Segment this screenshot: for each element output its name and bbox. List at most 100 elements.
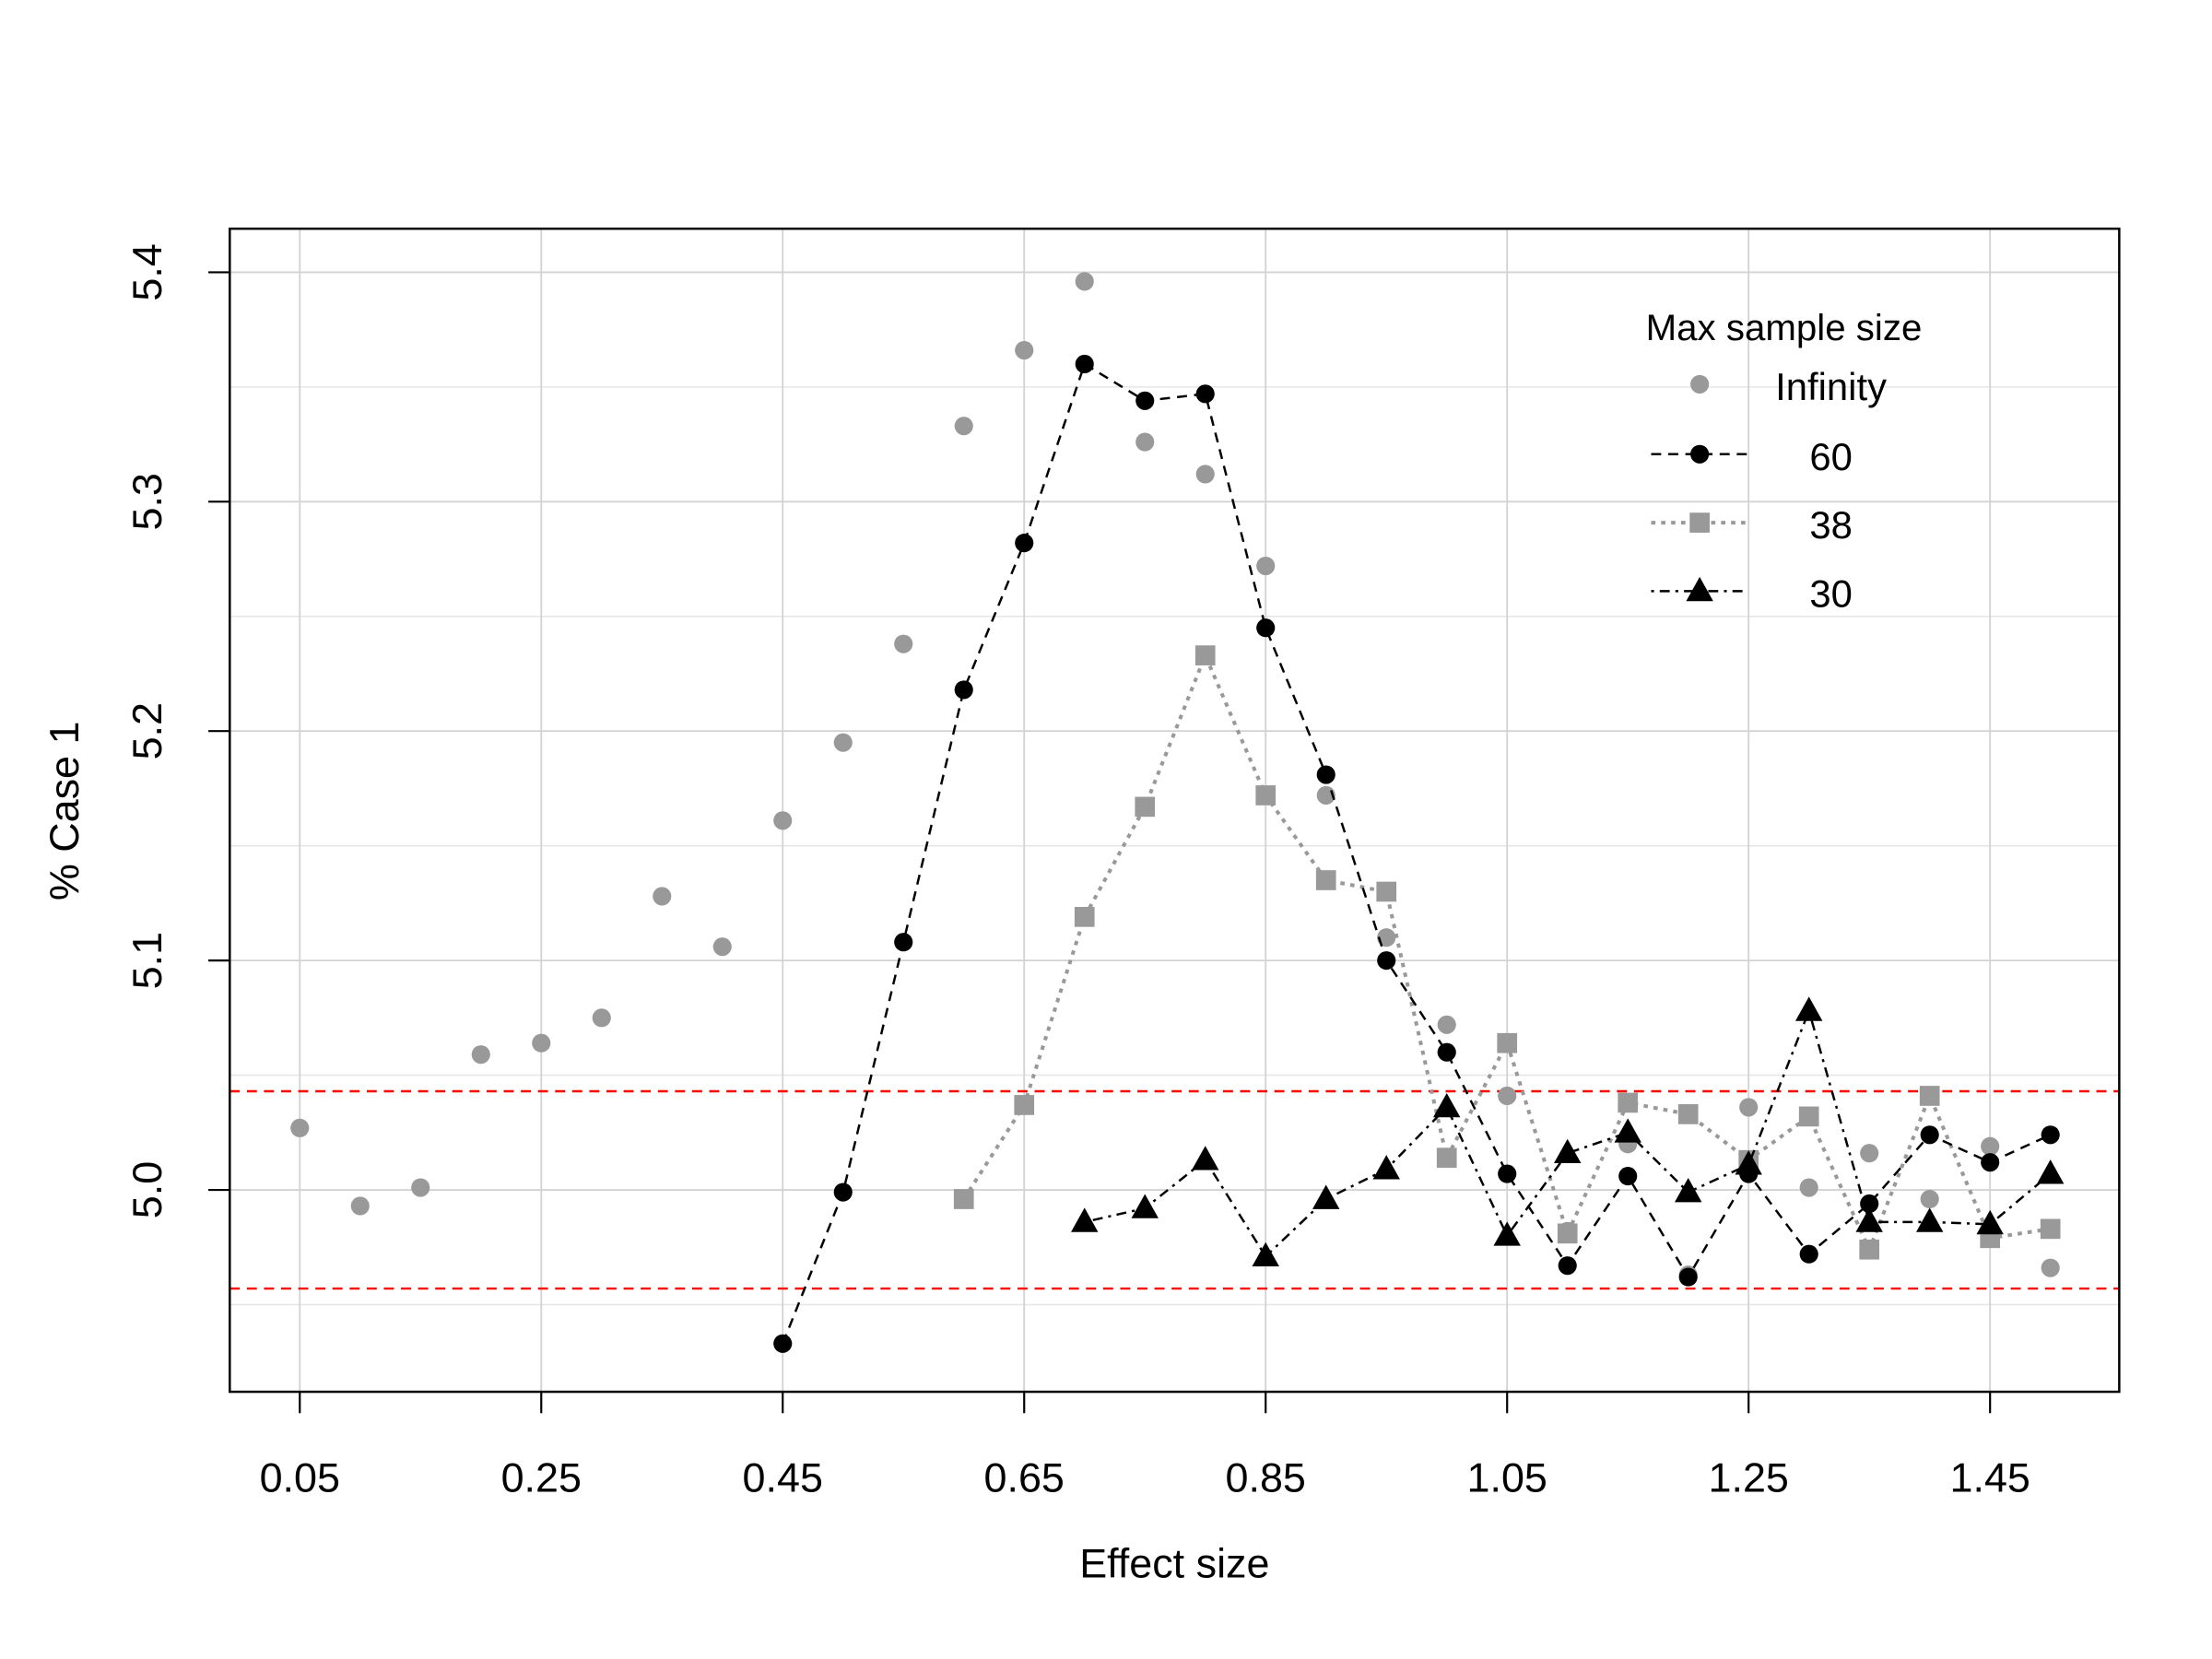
data-point xyxy=(1195,465,1215,484)
legend-marker xyxy=(1686,576,1713,602)
legend-label: 60 xyxy=(1809,435,1853,478)
legend-item: Infinity xyxy=(1690,365,1887,408)
x-axis: 0.05 0.25 0.45 0.65 0.85 1.05 1.25 1.45 xyxy=(260,1392,2030,1500)
y-tick-label: 5.2 xyxy=(124,702,171,759)
legend-marker xyxy=(1690,374,1710,394)
y-tick-label: 5.3 xyxy=(124,473,171,530)
data-point xyxy=(1194,645,1216,665)
data-point xyxy=(1312,1184,1340,1209)
data-point xyxy=(1739,1098,1759,1117)
data-point xyxy=(1433,1092,1461,1118)
data-point xyxy=(471,1045,490,1065)
y-axis: 5.0 5.1 5.2 5.3 5.4 xyxy=(124,243,230,1218)
data-point xyxy=(1919,1086,1940,1106)
data-point xyxy=(1498,1164,1517,1183)
data-point xyxy=(1071,1207,1099,1232)
data-point xyxy=(1859,1239,1880,1260)
data-point xyxy=(532,1033,551,1053)
data-point xyxy=(1195,384,1215,404)
data-point xyxy=(653,887,672,906)
legend-label: 38 xyxy=(1809,503,1853,547)
data-point xyxy=(1372,1155,1400,1180)
data-point xyxy=(773,1334,793,1353)
data-point xyxy=(894,634,913,653)
data-point xyxy=(1915,1207,1944,1232)
data-point xyxy=(1799,1178,1818,1197)
data-point xyxy=(1976,1209,2004,1235)
data-point xyxy=(411,1178,430,1197)
legend: Max sample size Infinity 60 38 30 xyxy=(1646,307,1923,616)
legend-label: Infinity xyxy=(1775,365,1887,408)
data-point xyxy=(1437,1015,1456,1034)
data-point xyxy=(1135,796,1156,818)
data-point xyxy=(2036,1159,2065,1184)
plot-frame xyxy=(229,227,2121,1394)
data-point xyxy=(1074,906,1095,927)
data-point xyxy=(1015,340,1034,360)
data-point xyxy=(1255,785,1277,806)
data-point xyxy=(1377,928,1396,947)
data-point xyxy=(1252,1241,1279,1267)
series-infinity xyxy=(290,272,2060,1285)
legend-title: Max sample size xyxy=(1646,307,1923,348)
x-axis-label: Effect size xyxy=(1079,1539,1269,1586)
data-point xyxy=(1920,1125,1939,1145)
x-tick-label: 1.25 xyxy=(1709,1453,1789,1500)
data-point xyxy=(1794,996,1823,1021)
data-point xyxy=(2040,1218,2061,1240)
y-axis-label: % Case 1 xyxy=(41,722,88,901)
data-point xyxy=(1614,1118,1641,1143)
series-30 xyxy=(1071,996,2065,1267)
data-point xyxy=(592,1008,611,1028)
legend-label: 30 xyxy=(1809,571,1853,615)
data-point xyxy=(1855,1207,1883,1232)
data-point xyxy=(953,1189,974,1209)
data-point xyxy=(1135,391,1155,410)
data-point xyxy=(1981,1153,2000,1172)
series-38 xyxy=(953,645,2061,1260)
x-tick-label: 0.85 xyxy=(1226,1453,1306,1500)
y-tick-label: 5.0 xyxy=(124,1161,171,1218)
data-point xyxy=(1075,354,1094,374)
data-point xyxy=(1493,1221,1521,1246)
legend-item: 60 xyxy=(1651,435,1853,478)
data-point xyxy=(1131,1194,1159,1218)
data-point xyxy=(2041,1125,2060,1145)
x-tick-label: 0.45 xyxy=(743,1453,823,1500)
data-point xyxy=(1014,1095,1035,1115)
legend-item: 30 xyxy=(1651,571,1853,615)
data-point xyxy=(954,417,973,436)
data-point xyxy=(894,933,913,952)
data-point xyxy=(833,1182,853,1202)
x-tick-label: 0.65 xyxy=(984,1453,1065,1500)
data-point xyxy=(1315,870,1336,890)
data-point xyxy=(1618,1092,1639,1113)
data-point xyxy=(1674,1178,1702,1203)
legend-item: 38 xyxy=(1651,503,1853,547)
data-point xyxy=(1981,1136,2000,1156)
data-point xyxy=(1860,1144,1879,1163)
data-point xyxy=(1618,1167,1638,1186)
legend-marker xyxy=(1689,512,1710,533)
data-point xyxy=(1735,1150,1762,1175)
data-point xyxy=(954,680,973,700)
data-point xyxy=(2041,1258,2060,1277)
data-point xyxy=(1135,432,1155,452)
y-tick-label: 5.4 xyxy=(124,243,171,300)
data-point xyxy=(1436,1147,1457,1169)
data-point xyxy=(1498,1086,1517,1106)
data-point xyxy=(1316,765,1335,784)
reference-lines xyxy=(229,1089,2120,1290)
data-point xyxy=(1798,1106,1819,1127)
data-point xyxy=(1677,1104,1699,1124)
data-point xyxy=(1497,1032,1518,1053)
data-point xyxy=(1558,1256,1577,1276)
data-point xyxy=(1920,1189,1939,1209)
data-point xyxy=(1799,1244,1818,1264)
data-point xyxy=(1554,1138,1582,1164)
legend-marker xyxy=(1690,444,1710,464)
x-tick-label: 1.05 xyxy=(1467,1453,1547,1500)
data-point xyxy=(1192,1146,1219,1171)
data-point xyxy=(1557,1223,1578,1244)
